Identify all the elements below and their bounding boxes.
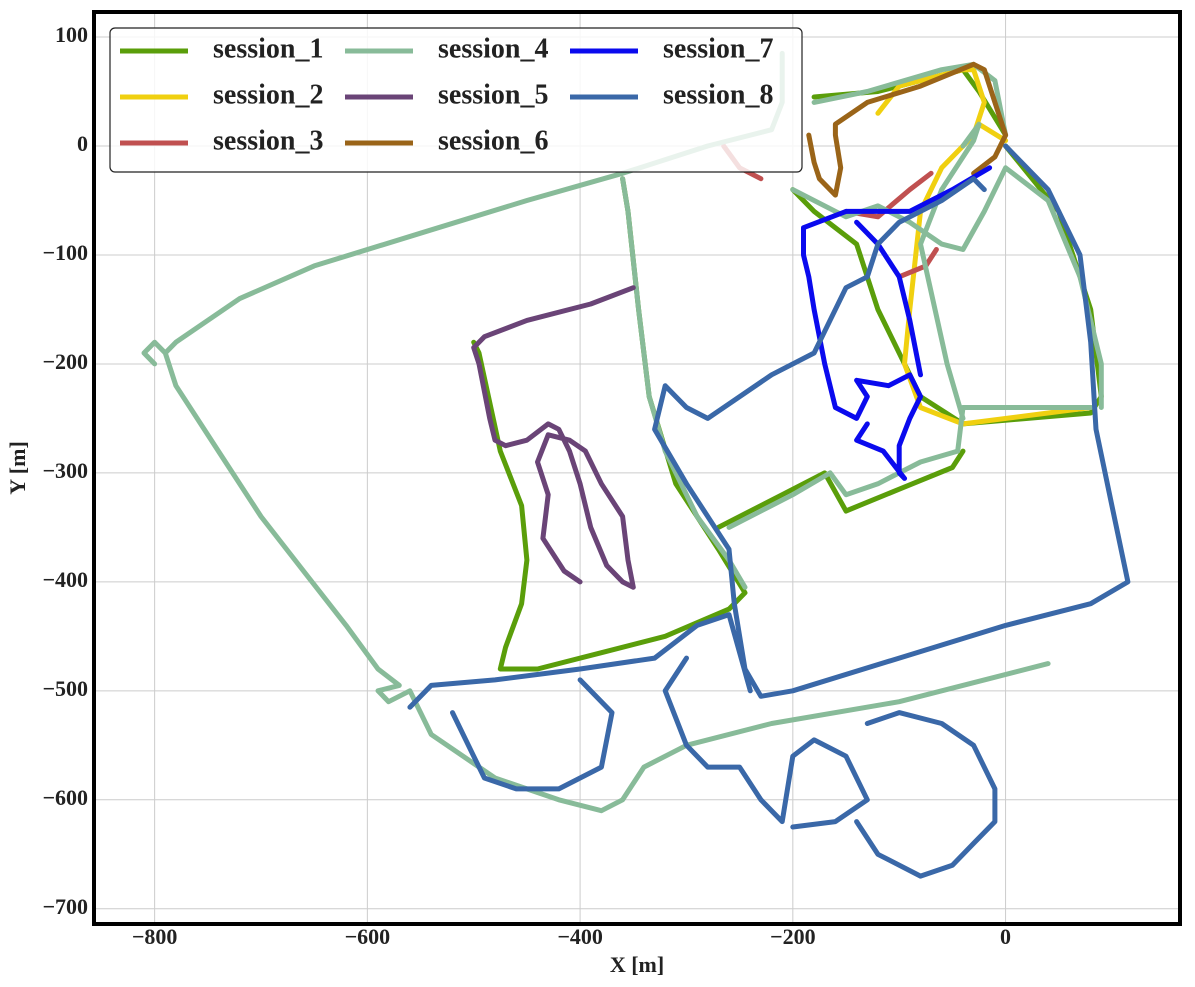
x-tick-label: −200 — [770, 924, 816, 949]
legend-label: session_3 — [213, 125, 323, 156]
trajectory — [471, 285, 636, 590]
y-tick-label: −100 — [42, 240, 88, 265]
y-tick-label: −200 — [42, 349, 88, 374]
legend-label: session_5 — [438, 79, 548, 110]
trajectory — [471, 67, 1104, 672]
legend-box — [109, 27, 803, 173]
y-tick-label: 100 — [55, 22, 88, 47]
x-axis-label: X [m] — [610, 952, 664, 977]
y-tick-label: −400 — [42, 567, 88, 592]
x-tick-label: 0 — [1000, 924, 1011, 949]
trajectory — [806, 61, 1009, 198]
legend-label: session_1 — [213, 33, 323, 64]
y-tick-label: 0 — [77, 131, 88, 156]
x-tick-label: −800 — [132, 924, 178, 949]
legend-label: session_6 — [438, 125, 548, 156]
y-axis-label: Y [m] — [5, 441, 30, 495]
y-tick-label: −300 — [42, 458, 88, 483]
legend-label: session_4 — [438, 33, 548, 64]
y-tick-label: −600 — [42, 785, 88, 810]
x-tick-label: −600 — [345, 924, 391, 949]
y-tick-label: −500 — [42, 676, 88, 701]
trajectory — [407, 143, 1131, 879]
legend-label: session_2 — [213, 79, 323, 110]
plot-frame — [92, 10, 1182, 926]
legend-label: session_7 — [663, 33, 773, 64]
legend-label: session_8 — [663, 79, 773, 110]
trajectory — [801, 165, 993, 481]
x-tick-label: −400 — [557, 924, 603, 949]
y-tick-label: −700 — [42, 894, 88, 919]
